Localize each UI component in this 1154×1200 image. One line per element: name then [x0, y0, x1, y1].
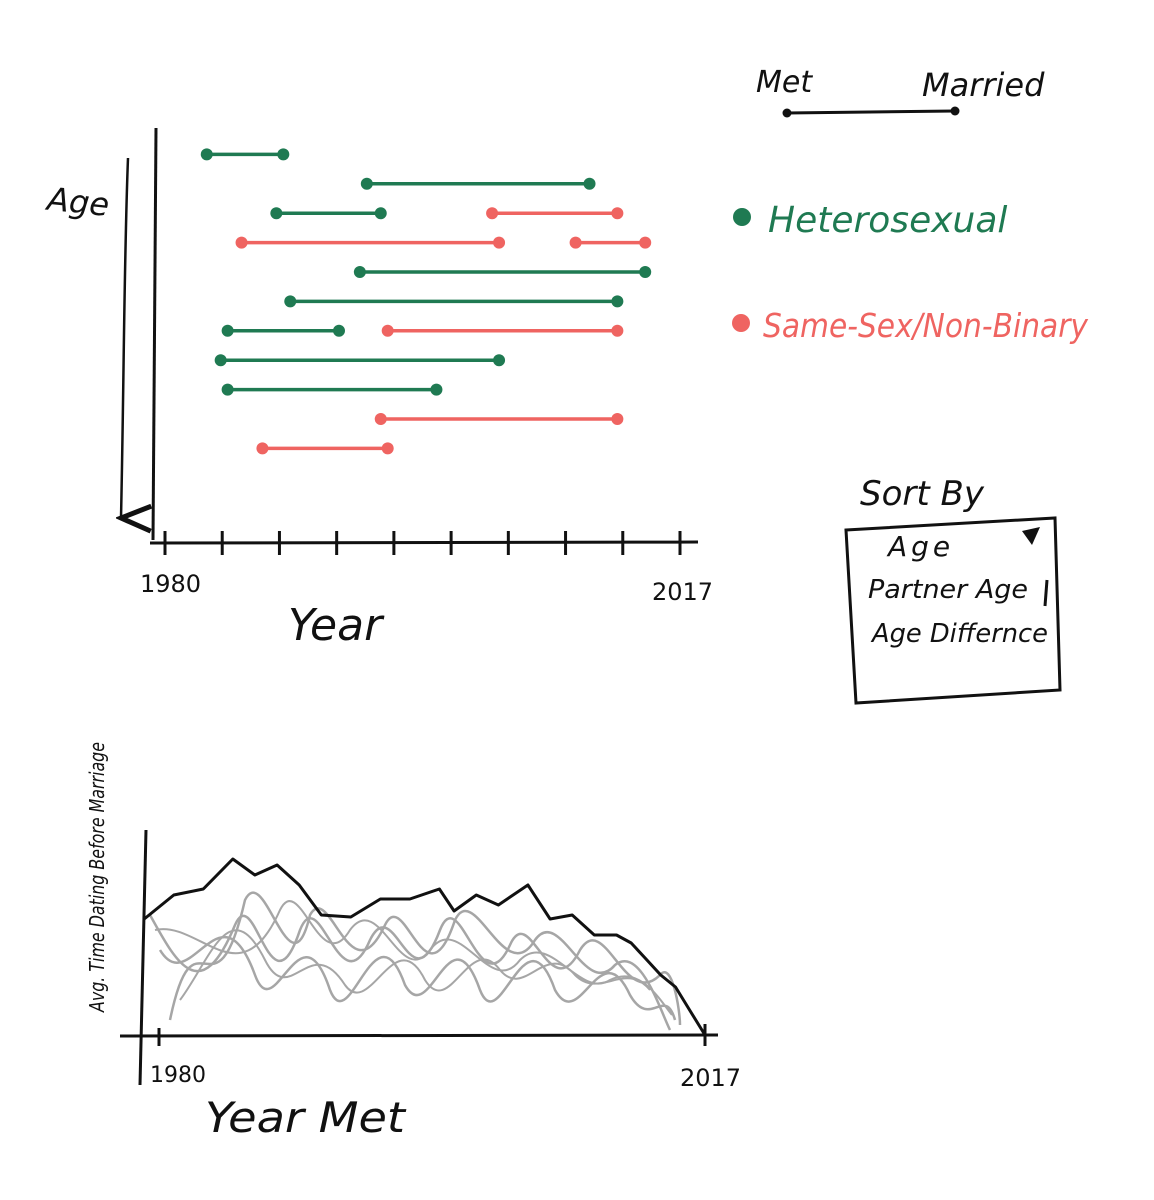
sort-dropdown[interactable]: [844, 516, 1062, 705]
legend-key-met-dot: [782, 108, 792, 118]
sort-scrollbar-icon[interactable]: [1043, 579, 1049, 607]
timeline-married-dot: [611, 207, 624, 220]
area-x-axis-label: Year Met: [205, 1093, 407, 1142]
area-squiggle: [179, 929, 651, 1001]
timeline-married-dot: [381, 442, 394, 455]
area-squiggles: [148, 891, 682, 1031]
timeline-x-axis-label: Year: [288, 600, 385, 651]
sort-option-age[interactable]: Age: [886, 530, 954, 563]
sort-panel: Sort By Age Partner Age Age Differnce: [844, 474, 1062, 705]
sort-title: Sort By: [860, 474, 985, 514]
timeline-married-dot: [493, 236, 506, 249]
timeline-met-dot: [235, 236, 248, 249]
color-legend: Heterosexual Same-Sex/Non-Binary: [732, 200, 1088, 345]
timeline-married-dot: [611, 324, 624, 337]
timeline-married-dot: [332, 324, 345, 337]
legend-hetero-label: Heterosexual: [768, 200, 1007, 241]
timeline-met-dot: [374, 413, 387, 425]
timeline-married-dot: [277, 148, 290, 161]
timeline-met-dot: [284, 295, 297, 308]
area-x-tick-label-start: 1980: [150, 1063, 206, 1088]
timeline-met-dot: [270, 207, 283, 220]
timeline-met-dot: [353, 266, 366, 278]
timeline-met-dot: [214, 354, 227, 367]
legend-key-line: [785, 109, 957, 115]
timeline-married-dot: [374, 207, 387, 220]
area-outline: [143, 857, 707, 1036]
timeline-y-axis-label: Age: [44, 180, 112, 224]
timeline-met-dot: [381, 324, 394, 337]
timeline-x-ticks: [163, 531, 682, 555]
timeline-met-dot: [221, 383, 234, 396]
timeline-married-dot: [639, 266, 652, 278]
timeline-met-dot: [256, 442, 269, 455]
timeline-married-dot: [611, 413, 624, 425]
sort-option-partner-age[interactable]: Partner Age: [868, 575, 1028, 605]
age-direction-arrow: [121, 157, 128, 518]
timeline-married-dot: [493, 354, 506, 367]
timeline-married-dot: [639, 236, 652, 249]
legend-samesex-dot: [732, 314, 750, 332]
timeline-chart: Age 1980 2017 Year: [44, 127, 713, 651]
timeline-segments: [200, 148, 652, 455]
timeline-met-dot: [569, 236, 582, 249]
area-x-axis: [119, 1033, 719, 1038]
timeline-married-dot: [430, 383, 443, 396]
timeline-met-dot: [221, 324, 234, 337]
timeline-x-axis: [149, 540, 699, 545]
area-squiggle: [158, 935, 677, 1021]
legend-hetero-dot: [733, 208, 751, 226]
area-y-axis-label: Avg. Time Dating Before Marriage: [85, 742, 109, 1014]
timeline-x-tick-label-end: 2017: [652, 578, 713, 606]
timeline-met-dot: [360, 177, 373, 190]
sort-option-age-difference[interactable]: Age Differnce: [870, 619, 1048, 649]
area-chart: Avg. Time Dating Before Marriage 1980 20…: [85, 742, 741, 1142]
legend-key-married-dot: [950, 106, 960, 116]
sort-dropdown-caret-icon[interactable]: [1022, 527, 1040, 545]
timeline-y-axis: [151, 127, 158, 541]
legend-key-married-label: Married: [922, 66, 1045, 104]
area-x-tick-label-end: 2017: [680, 1064, 741, 1092]
timeline-married-dot: [583, 177, 596, 190]
timeline-met-dot: [486, 207, 499, 220]
timeline-married-dot: [611, 295, 624, 308]
area-squiggle: [168, 891, 672, 1031]
timeline-x-tick-label-start: 1980: [140, 570, 201, 598]
legend-key: Met Married: [756, 65, 1045, 118]
area-y-axis: [138, 829, 148, 1086]
area-squiggle: [154, 900, 673, 1016]
legend-key-met-label: Met: [756, 65, 813, 100]
timeline-met-dot: [200, 148, 213, 161]
legend-samesex-label: Same-Sex/Non-Binary: [763, 306, 1088, 345]
